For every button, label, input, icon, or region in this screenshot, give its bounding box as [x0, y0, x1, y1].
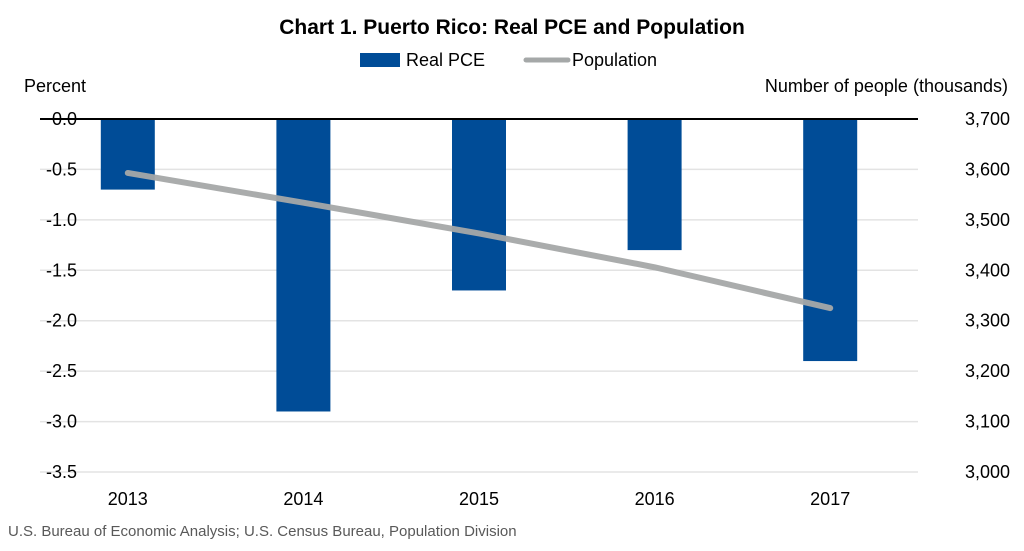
bar-real-pce-2014 [276, 119, 330, 411]
y-left-tick-label: -3.0 [46, 412, 77, 432]
y-left-tick-label: -0.5 [46, 159, 77, 179]
x-tick-label: 2015 [459, 489, 499, 509]
bar-real-pce-2017 [803, 119, 857, 361]
x-tick-label: 2013 [108, 489, 148, 509]
y-right-tick-label: 3,300 [965, 311, 1010, 331]
y-left-tick-label: -3.5 [46, 462, 77, 482]
x-tick-label: 2014 [283, 489, 323, 509]
y-left-axis-label: Percent [24, 76, 86, 96]
legend: Real PCE Population [360, 50, 657, 70]
y-right-tick-label: 3,400 [965, 260, 1010, 280]
legend-label-population: Population [572, 50, 657, 70]
y-right-tick-label: 3,500 [965, 210, 1010, 230]
y-left-tick-label: -2.5 [46, 361, 77, 381]
x-tick-label: 2016 [635, 489, 675, 509]
y-left-tick-label: 0.0 [52, 109, 77, 129]
y-left-tick-label: -2.0 [46, 311, 77, 331]
y-right-axis-label: Number of people (thousands) [765, 76, 1008, 96]
bar-real-pce-2016 [628, 119, 682, 250]
y-left-tick-label: -1.0 [46, 210, 77, 230]
y-right-tick-label: 3,200 [965, 361, 1010, 381]
y-right-tick-label: 3,000 [965, 462, 1010, 482]
y-left-tick-label: -1.5 [46, 260, 77, 280]
source-note: U.S. Bureau of Economic Analysis; U.S. C… [8, 523, 517, 540]
chart-title: Chart 1. Puerto Rico: Real PCE and Popul… [279, 16, 745, 39]
y-right-tick-label: 3,100 [965, 412, 1010, 432]
legend-label-real-pce: Real PCE [406, 50, 485, 70]
legend-swatch-real-pce [360, 53, 400, 67]
bar-real-pce-2015 [452, 119, 506, 290]
y-right-tick-label: 3,600 [965, 159, 1010, 179]
x-tick-label: 2017 [810, 489, 850, 509]
y-right-tick-label: 3,700 [965, 109, 1010, 129]
